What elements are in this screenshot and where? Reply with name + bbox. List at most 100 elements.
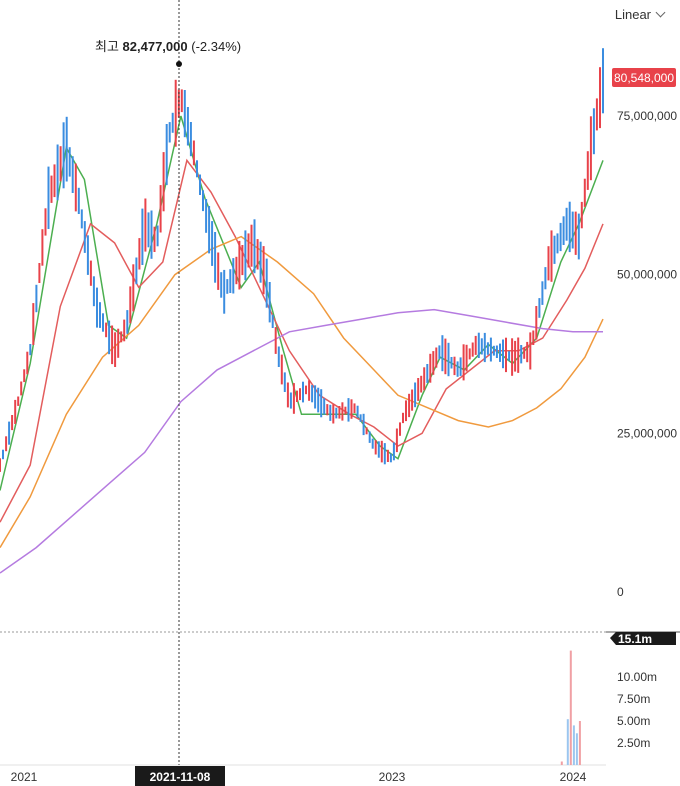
candle [541, 281, 544, 305]
candle [23, 369, 26, 383]
candle [71, 156, 74, 193]
candle [250, 224, 253, 267]
candle [41, 229, 44, 266]
candle [153, 226, 156, 252]
candle [59, 146, 62, 182]
x-tick-2021: 2021 [11, 770, 38, 784]
candle [495, 345, 498, 358]
scale-mode-dropdown[interactable]: Linear [611, 4, 668, 24]
candle [571, 211, 574, 249]
candle [186, 107, 189, 146]
candle [371, 438, 374, 449]
candle [365, 427, 368, 435]
x-tick-2024: 2024 [560, 770, 587, 784]
candle [389, 453, 392, 463]
candle [5, 436, 8, 452]
candle [326, 404, 329, 416]
candle [441, 335, 444, 372]
candle [353, 403, 356, 414]
candle [586, 151, 589, 190]
candle [238, 240, 241, 290]
volume-bars [560, 650, 581, 765]
candle [44, 208, 47, 236]
candle [277, 346, 280, 367]
candle [162, 152, 165, 212]
current-price-label: 80,548,000 [614, 71, 674, 85]
candle [274, 327, 277, 354]
candle [111, 325, 114, 365]
candle [229, 269, 232, 293]
candle [265, 258, 268, 308]
candle [489, 337, 492, 362]
crosshair-date-badge: 2021-11-08 [135, 766, 225, 786]
volume-axis: 2.50m 5.00m 7.50m 10.00m [617, 670, 657, 750]
current-volume-label: 15.1m [618, 632, 652, 646]
volume-tick-label: 2.50m [617, 736, 650, 750]
volume-bar [578, 721, 581, 765]
candle [247, 233, 250, 268]
price-tick-label: 0 [617, 585, 624, 599]
candle [462, 344, 465, 381]
candle [562, 216, 565, 245]
candle [117, 328, 120, 358]
annotation-label: 최고 [95, 39, 119, 54]
candle [114, 332, 117, 367]
volume-bar [560, 761, 563, 765]
candle [505, 337, 507, 373]
candle [444, 338, 447, 375]
candle [438, 345, 441, 360]
candle [350, 399, 353, 419]
candle [474, 335, 477, 355]
candle [368, 431, 371, 443]
candle [580, 201, 583, 229]
candle [377, 441, 380, 458]
volume-tick-label: 7.50m [617, 692, 650, 706]
candle [108, 320, 111, 355]
candle [35, 284, 38, 313]
candle [241, 245, 244, 276]
candle [292, 383, 295, 414]
x-tick-2023: 2023 [379, 770, 406, 784]
candle [268, 282, 271, 323]
candle [405, 400, 407, 422]
moving-average-line-4 [0, 308, 603, 574]
candle [126, 310, 129, 334]
candle [235, 256, 238, 285]
candle [102, 313, 104, 332]
volume-bar [566, 719, 569, 765]
price-tick-label: 25,000,000 [617, 426, 677, 440]
candle [486, 342, 489, 355]
candle [408, 393, 411, 418]
candle [123, 319, 126, 342]
candle [14, 399, 17, 424]
candle [395, 428, 398, 453]
price-tick-label: 50,000,000 [617, 268, 677, 282]
candle [356, 405, 359, 418]
candle [32, 303, 35, 345]
candle [217, 252, 220, 290]
candle [171, 112, 174, 133]
volume-bar [575, 733, 578, 765]
candle [302, 381, 304, 403]
candle [550, 230, 553, 282]
candle [259, 241, 262, 283]
candle [492, 345, 495, 356]
price-axis: 0 25,000,000 50,000,000 75,000,000 [617, 109, 677, 599]
candle [99, 302, 101, 328]
candle [477, 332, 480, 358]
candle [499, 343, 501, 362]
candle [589, 116, 592, 181]
candle [53, 164, 56, 198]
candle [96, 287, 98, 328]
candle [132, 264, 135, 312]
candle [147, 212, 150, 248]
candle [50, 175, 53, 203]
candle [329, 404, 332, 421]
candle [244, 230, 247, 281]
candle [520, 345, 523, 364]
candle [165, 124, 168, 186]
candle [92, 276, 95, 307]
scale-mode-label: Linear [614, 6, 651, 22]
candle [420, 375, 423, 393]
